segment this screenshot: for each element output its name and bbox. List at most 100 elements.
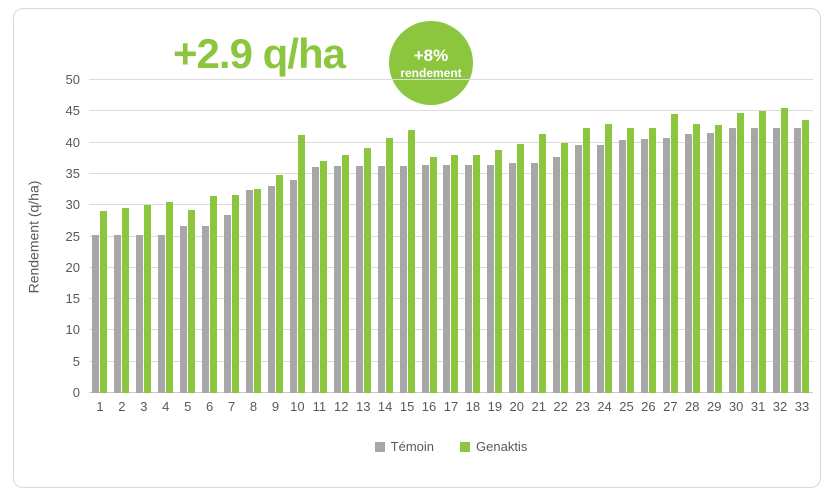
gridline-20 <box>89 266 813 268</box>
bar-genaktis-11 <box>319 160 327 393</box>
y-tick-label-15: 15 <box>65 291 80 307</box>
bar-t-moin-7 <box>224 214 232 393</box>
bar-genaktis-17 <box>451 154 459 393</box>
x-tick-label-31: 31 <box>750 399 766 414</box>
bar-t-moin-12 <box>333 166 341 393</box>
legend-item-genaktis: Genaktis <box>460 439 527 454</box>
legend-label-genaktis: Genaktis <box>476 439 528 454</box>
bar-t-moin-5 <box>180 226 188 393</box>
bar-genaktis-23 <box>583 128 591 393</box>
bar-group-2 <box>111 80 133 393</box>
x-tick-label-11: 11 <box>312 399 327 414</box>
gridline-40 <box>89 141 813 143</box>
bar-genaktis-14 <box>385 138 393 393</box>
bar-genaktis-30 <box>736 112 744 393</box>
bar-group-15 <box>396 80 418 393</box>
legend-label-t-moin: Témoin <box>390 439 435 454</box>
bar-t-moin-28 <box>684 134 692 393</box>
bar-t-moin-2 <box>114 234 122 393</box>
gridline-15 <box>89 298 813 300</box>
legend-swatch-t-moin <box>374 441 385 452</box>
bar-t-moin-19 <box>487 164 495 393</box>
bar-group-14 <box>374 80 396 393</box>
x-tick-label-29: 29 <box>706 399 722 414</box>
x-tick-label-18: 18 <box>465 399 481 414</box>
y-tick-label-25: 25 <box>65 228 80 244</box>
bar-t-moin-11 <box>311 167 319 393</box>
x-tick-label-19: 19 <box>487 399 503 414</box>
x-tick-label-2: 2 <box>118 399 126 414</box>
bar-genaktis-5 <box>188 209 196 393</box>
bar-t-moin-16 <box>421 165 429 393</box>
bar-genaktis-15 <box>407 130 415 393</box>
bar-genaktis-7 <box>232 194 240 393</box>
y-tick-label-10: 10 <box>65 322 80 338</box>
x-tick-label-13: 13 <box>355 399 371 414</box>
badge-label: rendement <box>400 66 462 80</box>
gridline-0 <box>89 392 813 393</box>
y-tick-label-30: 30 <box>65 197 80 213</box>
bar-group-11 <box>308 80 330 393</box>
bar-group-1 <box>89 80 111 393</box>
gridline-5 <box>89 360 813 362</box>
bar-group-22 <box>550 80 572 393</box>
bar-groups <box>89 80 813 393</box>
x-tick-label-30: 30 <box>728 399 744 414</box>
bar-t-moin-33 <box>794 127 802 393</box>
bar-group-19 <box>484 80 506 393</box>
yield-badge: +8% rendement <box>389 21 473 105</box>
bar-t-moin-20 <box>509 163 517 393</box>
bar-t-moin-4 <box>158 234 166 393</box>
x-tick-label-33: 33 <box>794 399 810 414</box>
bar-t-moin-30 <box>728 128 736 393</box>
bar-genaktis-12 <box>341 155 349 393</box>
x-tick-label-28: 28 <box>685 399 700 414</box>
bar-group-8 <box>243 80 265 393</box>
x-tick-label-32: 32 <box>772 399 788 414</box>
x-tick-label-16: 16 <box>421 399 437 414</box>
x-tick-label-22: 22 <box>553 399 568 414</box>
bar-genaktis-1 <box>100 211 108 393</box>
gridline-10 <box>89 329 813 331</box>
y-tick-label-5: 5 <box>72 353 80 369</box>
x-tick-label-23: 23 <box>575 399 590 414</box>
bar-group-33 <box>791 80 813 393</box>
bar-t-moin-6 <box>202 226 210 393</box>
y-tick-label-45: 45 <box>65 103 80 119</box>
bar-genaktis-21 <box>539 133 547 393</box>
bar-t-moin-14 <box>377 166 385 393</box>
bar-genaktis-33 <box>802 120 810 393</box>
x-tick-label-24: 24 <box>597 399 612 414</box>
x-tick-label-10: 10 <box>290 399 305 414</box>
y-tick-label-20: 20 <box>65 259 80 275</box>
bar-group-21 <box>528 80 550 393</box>
bar-t-moin-9 <box>267 186 275 393</box>
bar-genaktis-28 <box>692 123 700 393</box>
bar-t-moin-17 <box>443 165 451 393</box>
bar-genaktis-32 <box>780 107 788 393</box>
bar-group-29 <box>703 80 725 393</box>
bar-group-13 <box>352 80 374 393</box>
bar-t-moin-26 <box>640 139 648 393</box>
x-tick-label-17: 17 <box>443 399 459 414</box>
bar-genaktis-8 <box>254 188 262 393</box>
bar-group-17 <box>440 80 462 393</box>
gridline-25 <box>89 235 813 237</box>
bar-genaktis-13 <box>363 147 371 393</box>
bar-group-10 <box>286 80 308 393</box>
bar-group-23 <box>572 80 594 393</box>
bar-group-18 <box>462 80 484 393</box>
chart-title: +2.9 q/ha <box>173 30 346 77</box>
bar-t-moin-13 <box>355 166 363 393</box>
bar-genaktis-6 <box>210 195 218 393</box>
x-tick-label-1: 1 <box>96 399 104 414</box>
gridline-35 <box>89 172 813 174</box>
bar-t-moin-32 <box>772 127 780 393</box>
bar-t-moin-24 <box>597 145 605 393</box>
bar-group-31 <box>747 80 769 393</box>
bar-group-25 <box>616 80 638 393</box>
legend-item-t-moin: Témoin <box>374 439 435 454</box>
y-tick-label-0: 0 <box>72 385 80 400</box>
y-axis-title: Rendement (q/ha) <box>25 180 41 293</box>
x-tick-label-5: 5 <box>184 399 192 414</box>
